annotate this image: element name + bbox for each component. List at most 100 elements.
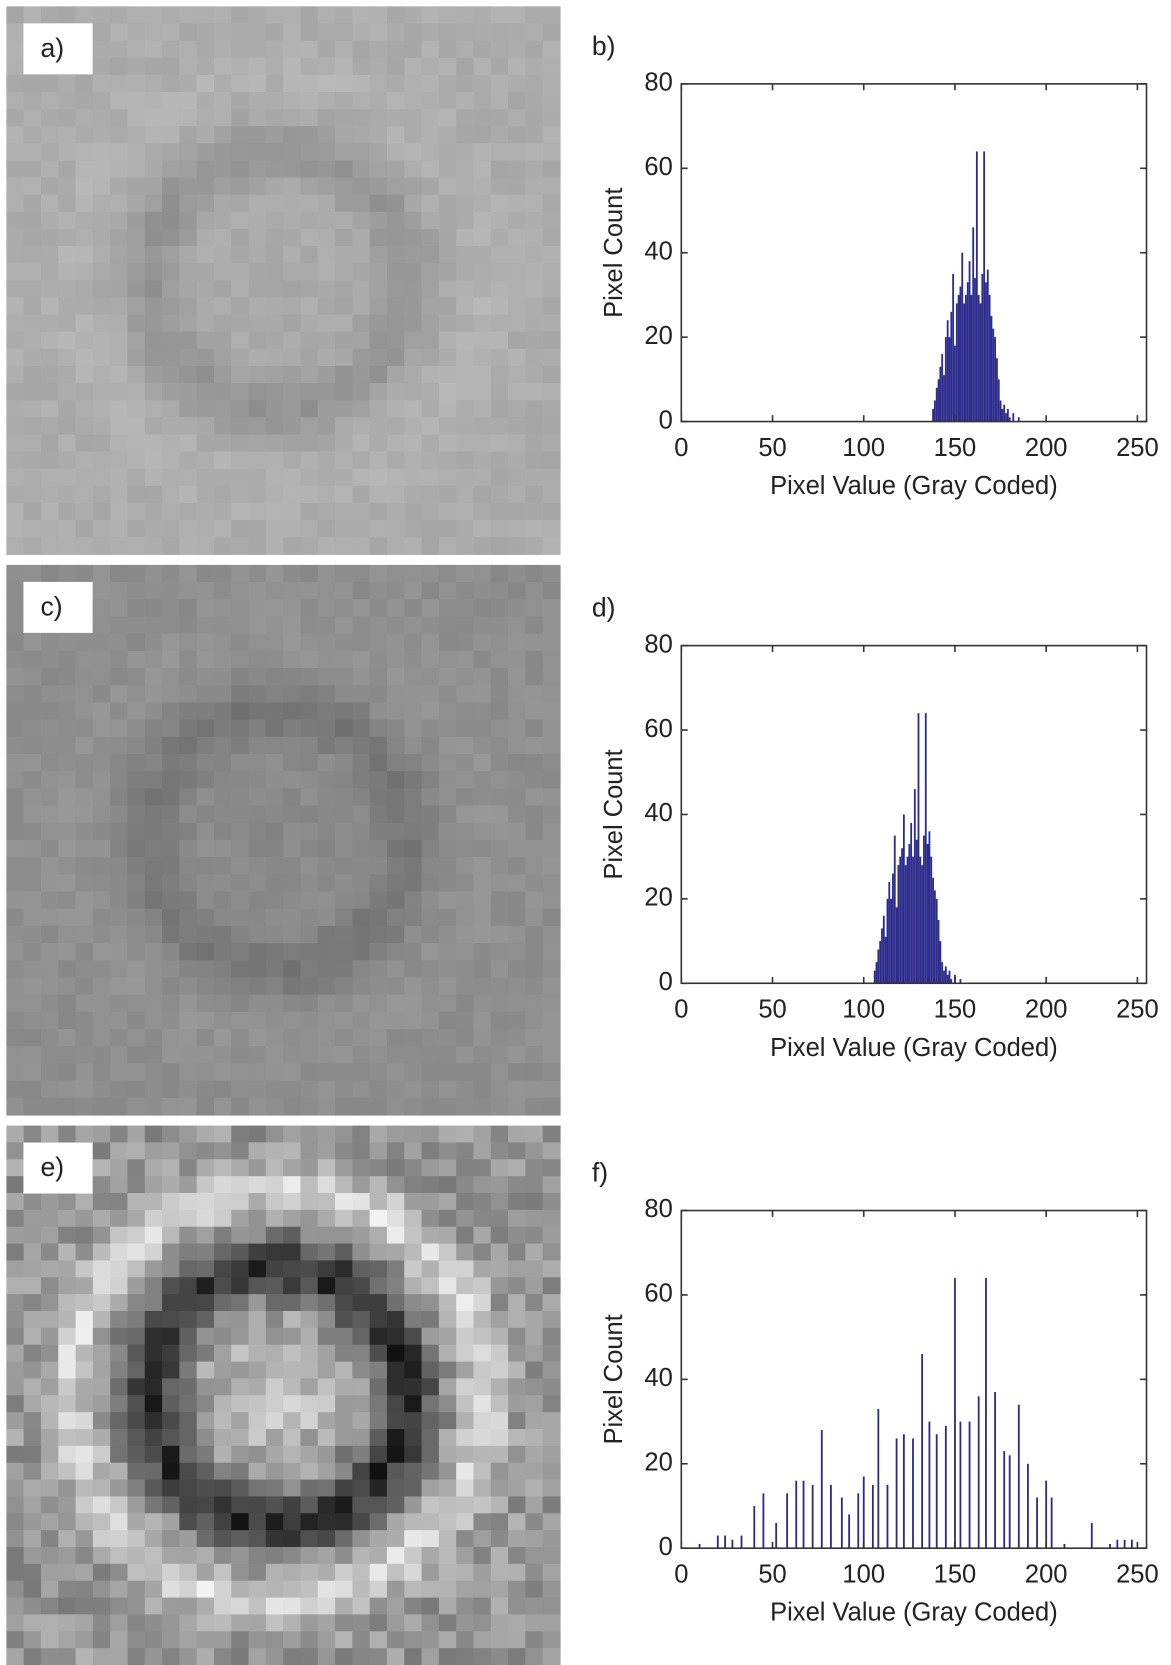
image-pixel [438, 502, 457, 521]
image-pixel [438, 468, 457, 487]
image-pixel [335, 1327, 354, 1346]
image-pixel [75, 719, 94, 738]
image-pixel [6, 1011, 25, 1030]
image-pixel [231, 1429, 250, 1447]
image-pixel [127, 1513, 146, 1531]
image-pixel [213, 126, 232, 144]
image-pixel [300, 1209, 319, 1228]
image-pixel [58, 177, 77, 196]
image-pixel [456, 1530, 475, 1548]
image-pixel [23, 685, 42, 704]
image-pixel [144, 468, 163, 487]
image-pixel [75, 1046, 94, 1065]
image-pixel [386, 1395, 405, 1413]
image-pixel [179, 960, 198, 979]
image-pixel [369, 1496, 388, 1514]
image-pixel [144, 1063, 163, 1082]
image-pixel [404, 1311, 423, 1329]
image-pixel [404, 1378, 423, 1396]
image-pixel [456, 263, 475, 281]
image-pixel [525, 1631, 544, 1649]
bar [877, 949, 880, 984]
image-pixel [456, 160, 475, 179]
y-axis-label: Pixel Count [600, 749, 628, 879]
image-pixel [162, 668, 181, 686]
image-pixel [213, 1327, 232, 1346]
image-pixel [75, 633, 94, 652]
image-pixel [265, 520, 284, 538]
image-pixel [248, 211, 267, 230]
image-pixel [473, 211, 492, 230]
image-pixel [421, 1159, 440, 1177]
image-pixel [352, 891, 371, 910]
image-pixel [317, 1395, 336, 1413]
image-pixel [438, 1429, 457, 1447]
image-pixel [438, 1226, 457, 1245]
image-pixel [231, 23, 250, 42]
image-pixel [75, 1614, 94, 1632]
image-pixel [231, 246, 250, 264]
image-pixel [75, 1580, 94, 1599]
image-pixel [162, 771, 181, 790]
image-pixel [40, 177, 59, 196]
image-pixel [6, 1580, 25, 1599]
image-pixel [196, 1209, 215, 1228]
image-pixel [456, 228, 475, 247]
image-pixel [473, 143, 492, 162]
image-pixel [490, 1530, 509, 1548]
image-pixel [300, 1597, 319, 1616]
image-pixel [508, 633, 526, 652]
image-pixel [283, 668, 302, 686]
image-pixel [542, 211, 561, 230]
image-pixel [58, 753, 77, 772]
image-pixel [404, 228, 423, 247]
image-pixel [283, 771, 302, 790]
image-pixel [213, 1378, 232, 1396]
image-pixel [144, 1580, 163, 1599]
image-pixel [6, 1125, 25, 1144]
image-pixel [196, 451, 215, 470]
image-pixel [438, 23, 457, 42]
bar [1123, 1539, 1126, 1549]
image-pixel [300, 1277, 319, 1295]
image-pixel [283, 650, 302, 669]
image-pixel [248, 314, 267, 333]
image-pixel [40, 1029, 59, 1047]
image-pixel [369, 753, 388, 772]
image-pixel [283, 1029, 302, 1047]
image-pixel [265, 1097, 284, 1116]
image-pixel [144, 1097, 163, 1116]
image-pixel [23, 417, 42, 436]
image-pixel [40, 771, 59, 790]
bar [933, 890, 936, 984]
image-pixel [196, 702, 215, 721]
image-pixel [542, 1080, 561, 1099]
image-pixel [75, 788, 94, 807]
image-pixel [265, 1029, 284, 1047]
image-pixel [283, 1563, 302, 1582]
image-pixel [127, 582, 146, 600]
image-pixel [196, 126, 215, 144]
image-pixel [490, 1563, 509, 1582]
image-pixel [231, 1580, 250, 1599]
image-pixel [213, 908, 232, 927]
image-pixel [283, 485, 302, 504]
image-pixel [248, 1496, 267, 1514]
image-pixel [213, 434, 232, 453]
image-pixel [404, 485, 423, 504]
image-pixel [213, 246, 232, 264]
image-pixel [144, 994, 163, 1013]
image-pixel [40, 908, 59, 927]
image-pixel [75, 194, 94, 213]
image-pixel [542, 1361, 561, 1380]
image-pixel [213, 1513, 232, 1531]
image-pixel [438, 702, 457, 721]
image-pixel [162, 1580, 181, 1599]
image-pixel [110, 839, 129, 858]
image-pixel [369, 650, 388, 669]
image-pixel [300, 6, 319, 25]
image-pixel [162, 143, 181, 162]
image-pixel [421, 502, 440, 521]
image-pixel [283, 1226, 302, 1245]
image-pixel [404, 582, 423, 600]
